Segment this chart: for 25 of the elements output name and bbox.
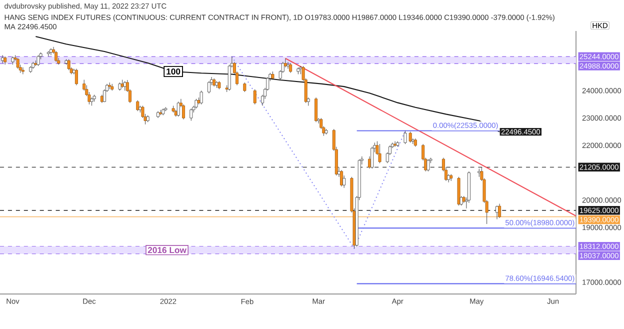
candlestick — [378, 144, 382, 164]
candlestick — [340, 170, 344, 187]
candlestick — [498, 204, 502, 218]
candlestick — [207, 80, 210, 94]
candlestick — [21, 67, 24, 75]
candlestick — [123, 80, 126, 91]
candlestick — [194, 98, 198, 109]
candlestick — [190, 108, 193, 122]
candlestick — [370, 146, 374, 169]
candlestick — [286, 62, 290, 70]
candlestick — [284, 58, 287, 68]
candlestick — [54, 50, 58, 62]
band-label: 2016 Low — [148, 247, 186, 254]
candlestick — [460, 196, 463, 206]
candlestick — [136, 100, 140, 112]
candlestick — [46, 50, 50, 57]
candlestick — [314, 97, 318, 122]
candlestick — [159, 110, 162, 116]
candlestick — [36, 54, 40, 66]
candlestick — [426, 158, 430, 172]
candlestick — [404, 130, 407, 144]
candlestick — [495, 205, 499, 220]
candlestick — [253, 89, 256, 105]
candlestick — [243, 82, 246, 92]
candlestick — [289, 63, 292, 74]
